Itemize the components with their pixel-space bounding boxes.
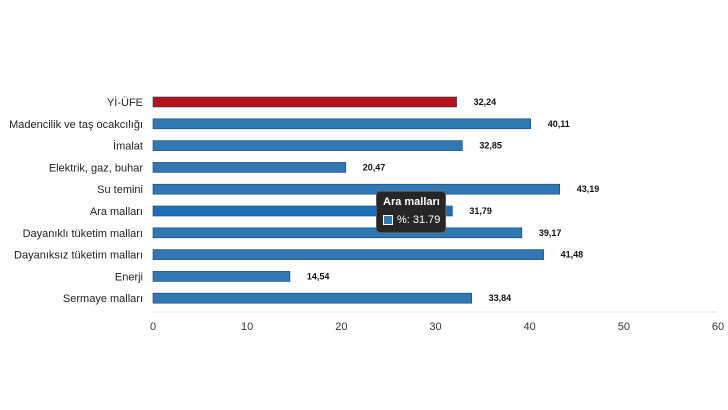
category-label: Ara malları [90,206,143,218]
bar[interactable] [152,96,457,108]
bar[interactable] [152,227,523,239]
data-label: 39,17 [539,228,562,238]
x-tick-label: 0 [150,321,156,333]
tooltip-value: %: 31.79 [397,214,441,226]
x-tick-label: 50 [618,321,630,333]
bar[interactable] [152,205,453,217]
category-label: Madencilik ve taş ocakcılığı [9,119,143,131]
data-label: 31,79 [469,206,492,216]
tooltip-series-swatch [383,215,393,225]
data-label: 40,11 [548,119,570,129]
x-axis: 0 10 20 30 40 50 60 [150,311,724,333]
bar[interactable] [152,249,544,260]
tooltip-title: Ara malları [383,196,440,208]
data-label: 43,19 [577,184,600,194]
tooltip-row: %: 31.79 [383,214,441,226]
category-label: Yİ-ÜFE [107,96,143,109]
data-label: 20,47 [363,162,386,172]
category-label: Sermaye malları [63,293,143,305]
category-label: Enerji [115,271,143,283]
bar-tooltip: Ara malları %: 31.79 [376,191,446,233]
data-label: 33,84 [489,293,512,303]
x-tick-label: 60 [712,321,724,333]
category-label: Dayanıksız tüketim malları [14,250,143,262]
category-label: İmalat [113,140,143,153]
category-label: Dayanıklı tüketim malları [23,228,143,240]
x-tick-label: 20 [335,321,347,333]
data-label: 32,85 [479,141,502,151]
x-tick-label: 10 [241,321,253,333]
bar[interactable] [152,271,291,282]
x-tick-label: 30 [429,321,441,333]
bars-layer: Yİ-ÜFE 32,24 Madencilik ve taş ocakcılığı 4… [9,96,599,305]
bar[interactable] [152,162,347,173]
bar[interactable] [152,292,472,304]
x-tick-label: 40 [524,321,536,333]
category-label: Elektrik, gaz, buhar [49,162,143,174]
category-label: Su temini [97,184,143,196]
bar[interactable] [152,118,532,130]
data-label: 41,48 [561,250,584,260]
data-label: 32,24 [474,97,497,107]
data-label: 14,54 [307,271,330,281]
bar[interactable] [152,183,561,195]
bar[interactable] [152,140,463,151]
